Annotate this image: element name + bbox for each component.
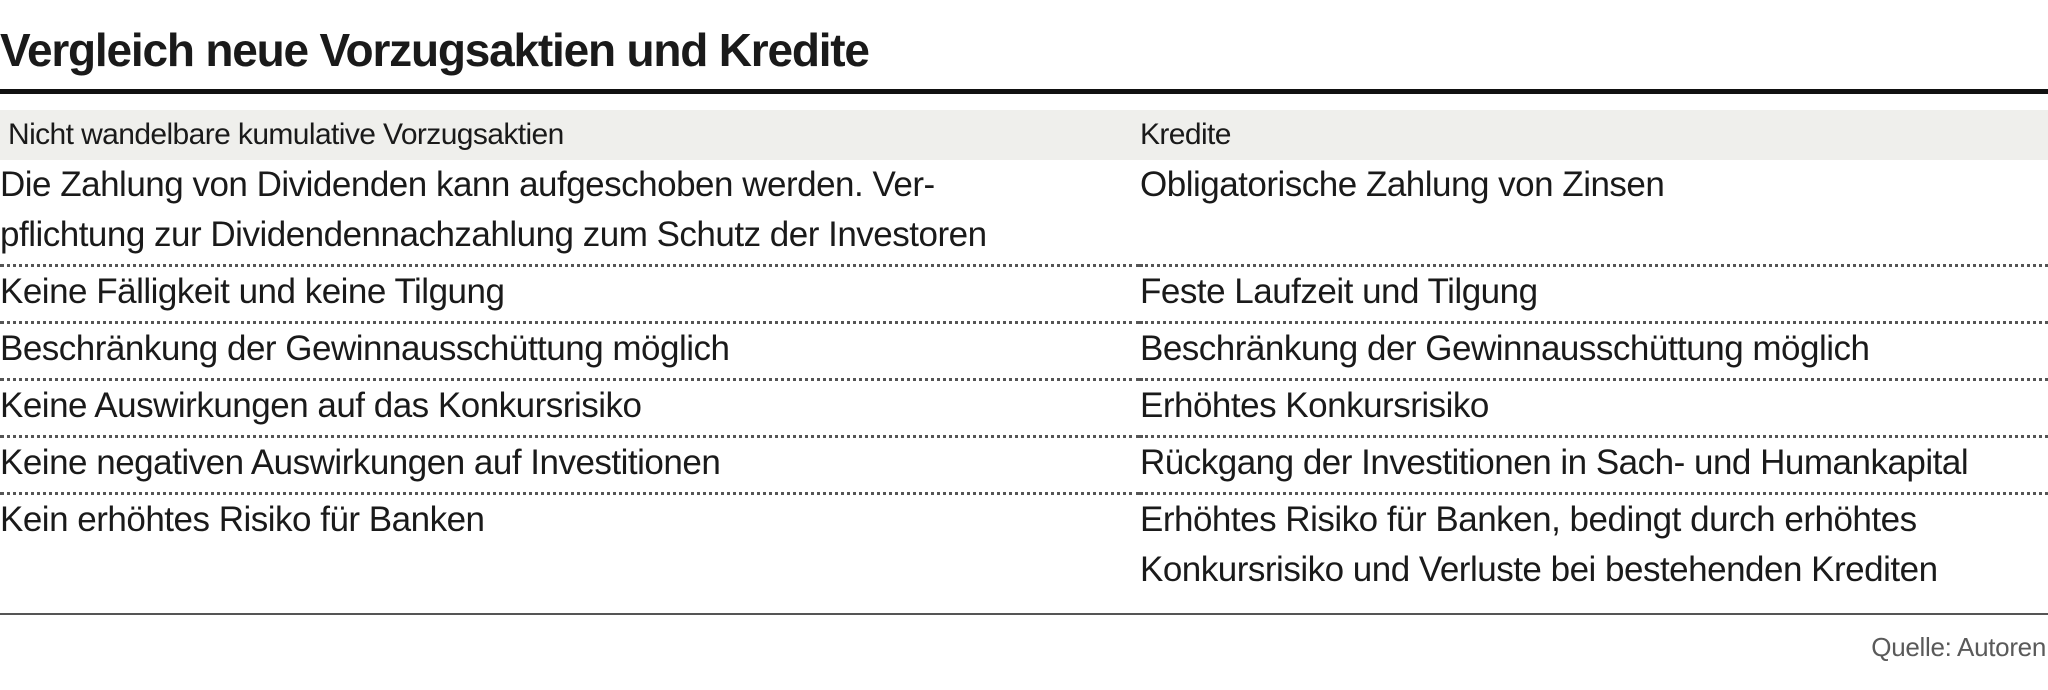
table-row: Kein erhöhtes Risiko für Banken Erhöhtes… [0, 494, 2048, 600]
table-cell: Keine negativen Auswirkungen auf Investi… [0, 436, 1140, 495]
table-cell: Feste Laufzeit und Tilgung [1140, 265, 2048, 324]
table-header-row: Nicht wandelbare kumulative Vorzugsaktie… [0, 110, 2048, 160]
table-cell: Keine Auswirkungen auf das Konkursrisiko [0, 379, 1140, 438]
table-cell: Die Zahlung von Dividenden kann aufgesch… [0, 160, 1140, 267]
bottom-rule [0, 613, 2048, 615]
table-row: Beschränkung der Gewinnausschüttung mögl… [0, 322, 2048, 381]
table-cell: Obligatorische Zahlung von Zinsen [1140, 160, 2048, 267]
table-cell: Rückgang der Investitionen in Sach- und … [1140, 436, 2048, 495]
page-title: Vergleich neue Vorzugsaktien und Kredite [0, 24, 870, 76]
comparison-table: Nicht wandelbare kumulative Vorzugsaktie… [0, 110, 2048, 599]
source-note: Quelle: Autoren [1871, 632, 2046, 662]
column-header-kredite: Kredite [1140, 110, 2048, 160]
column-header-vorzugsaktien: Nicht wandelbare kumulative Vorzugsaktie… [0, 110, 1140, 160]
table-row: Die Zahlung von Dividenden kann aufgesch… [0, 160, 2048, 267]
table-row: Keine negativen Auswirkungen auf Investi… [0, 436, 2048, 495]
table-row: Keine Auswirkungen auf das Konkursrisiko… [0, 379, 2048, 438]
table-row: Keine Fälligkeit und keine Tilgung Feste… [0, 265, 2048, 324]
table-cell: Beschränkung der Gewinnausschüttung mögl… [1140, 322, 2048, 381]
table-cell: Kein erhöhtes Risiko für Banken [0, 500, 485, 539]
table-cell: Erhöhtes Konkursrisiko [1140, 379, 2048, 438]
top-rule [0, 89, 2048, 94]
table-cell: Erhöhtes Risiko für Banken, bedingt durc… [1140, 500, 1938, 589]
table-cell: Beschränkung der Gewinnausschüttung mögl… [0, 322, 1140, 381]
table-cell: Keine Fälligkeit und keine Tilgung [0, 265, 1140, 324]
